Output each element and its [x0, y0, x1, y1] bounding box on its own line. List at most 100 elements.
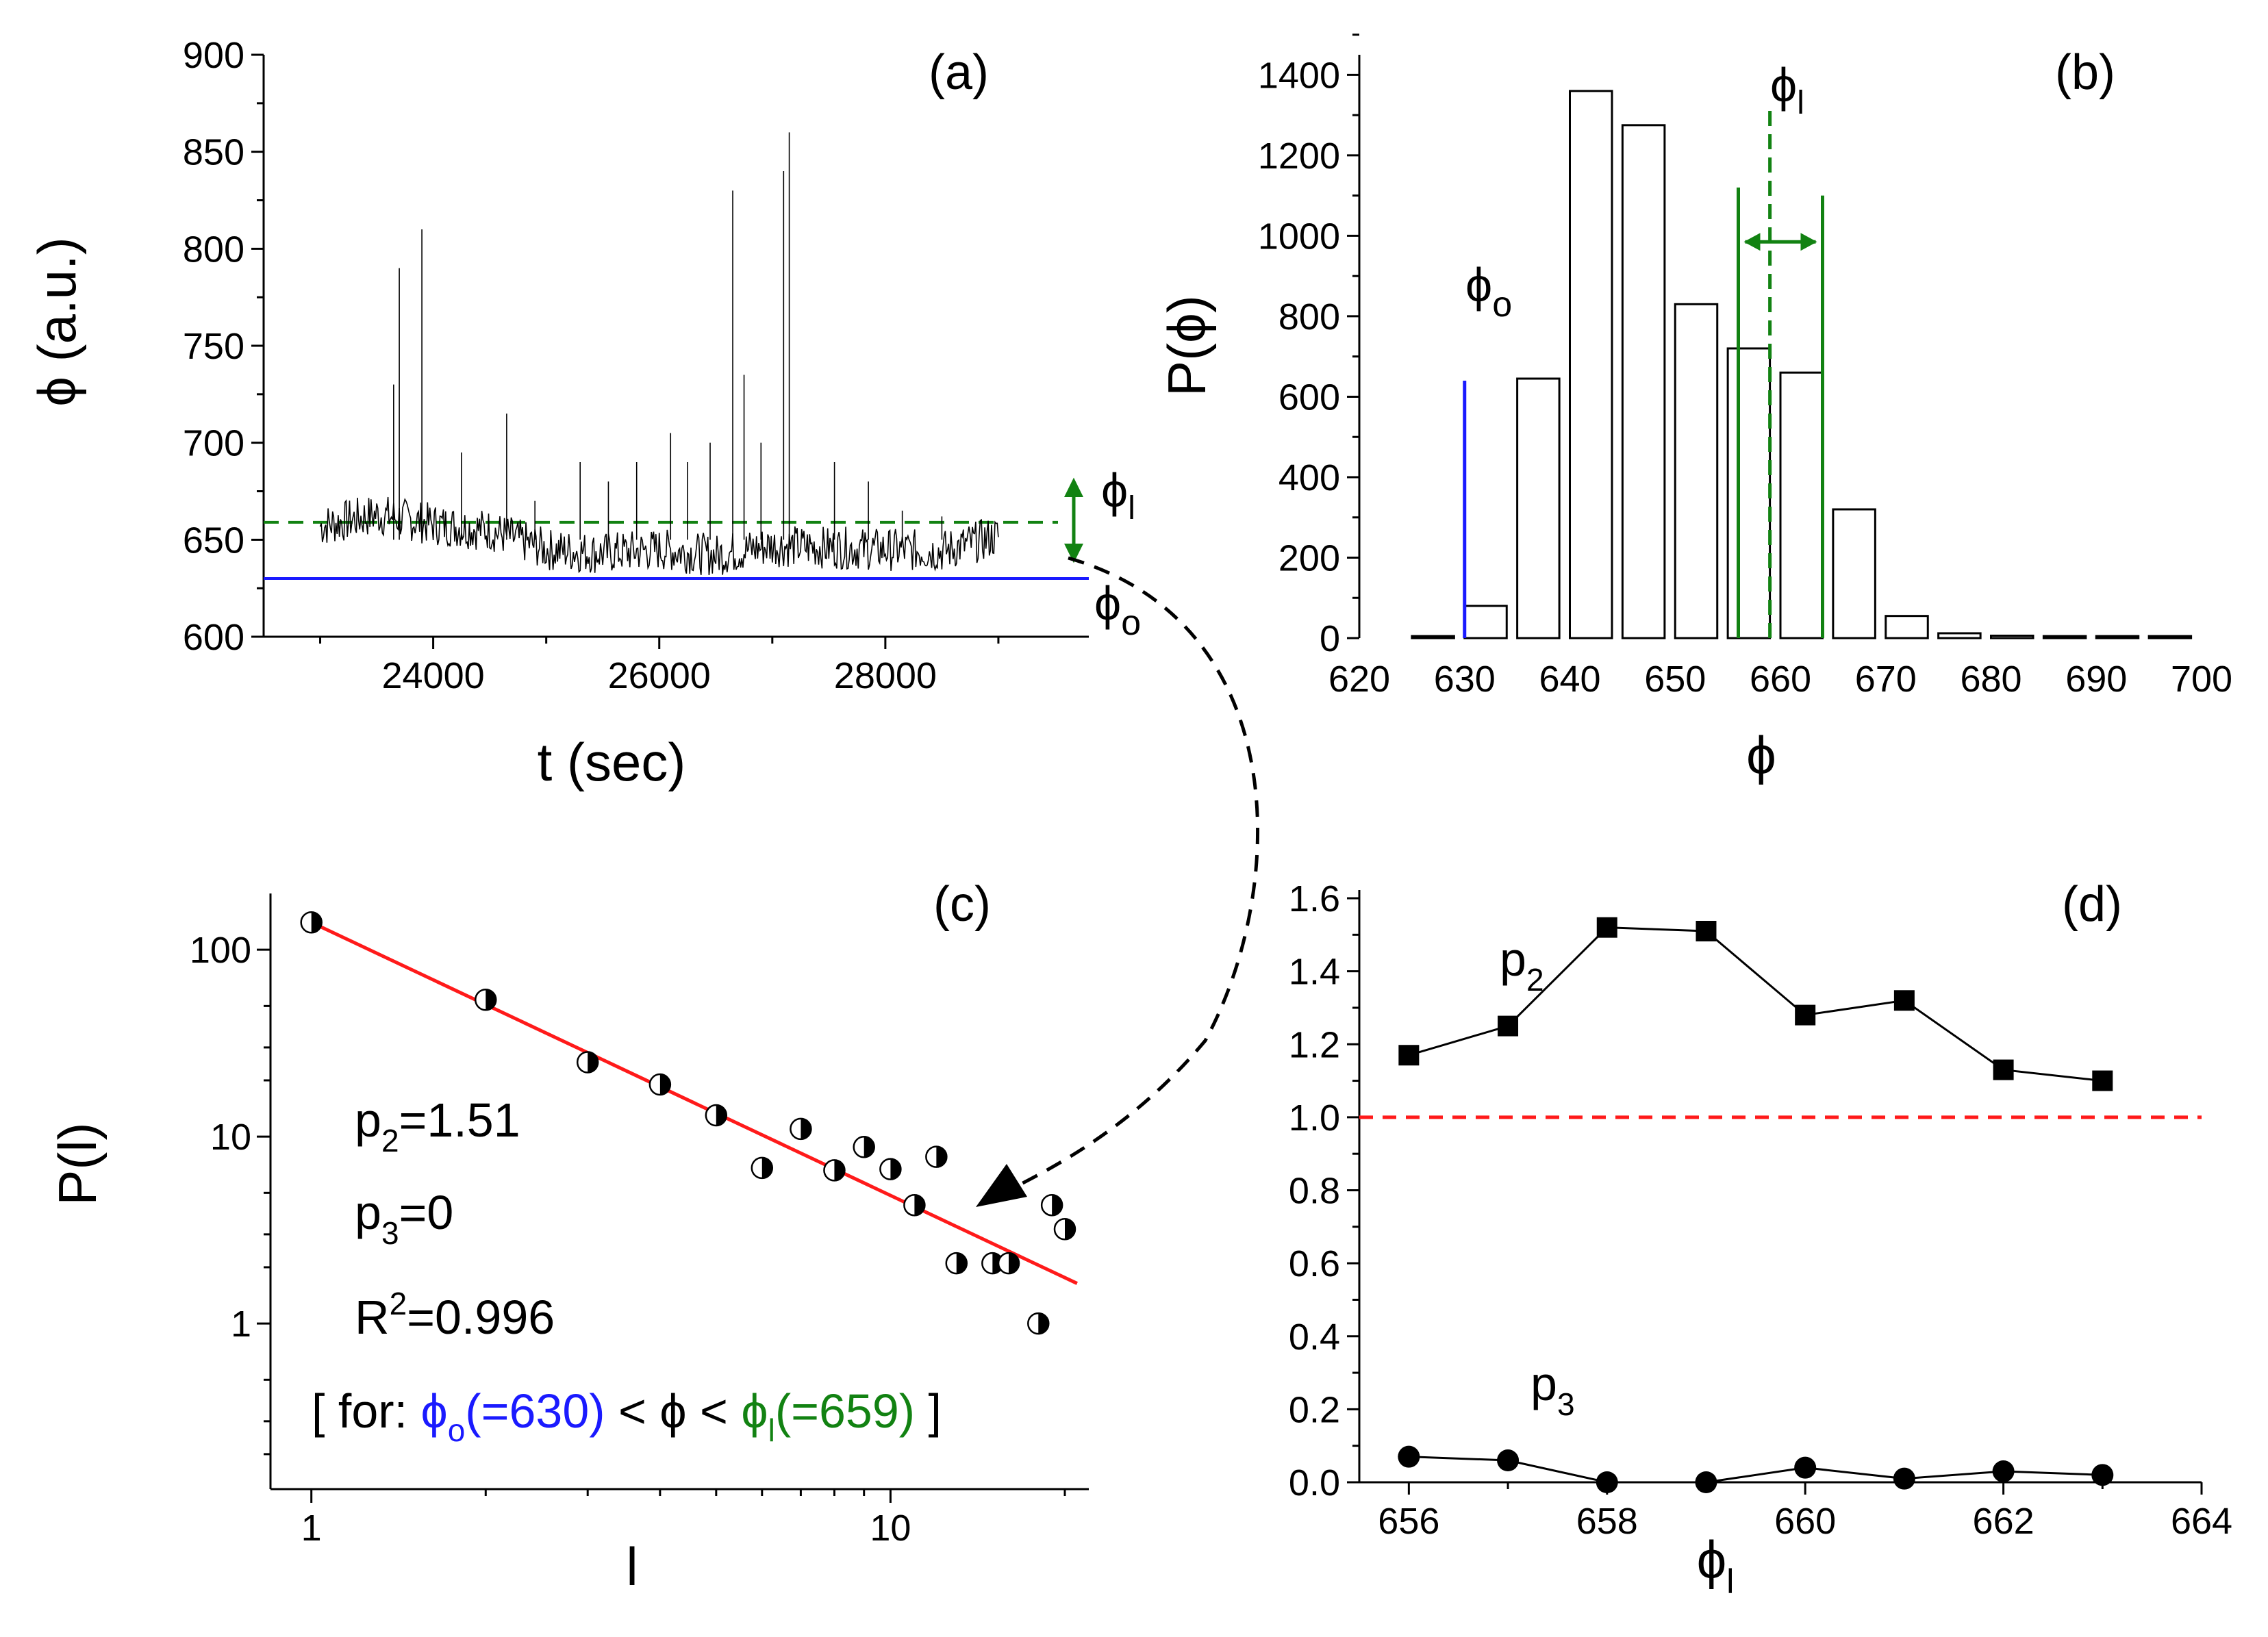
text-part: ϕ: [420, 1384, 447, 1438]
point-half: [1052, 1195, 1063, 1216]
panel-b-bar: [1463, 605, 1508, 639]
panel-c-ylabel: P(l): [47, 1122, 108, 1205]
panel-a-ytick-label: 800: [183, 229, 244, 270]
panel-d-p2-label: p2: [1500, 932, 1544, 998]
panel-d-xtick-label: 664: [2171, 1501, 2232, 1542]
panel-a-ytick-label: 850: [183, 132, 244, 173]
panel-b-bar: [1990, 634, 2034, 639]
phi-sub: o: [1492, 285, 1512, 325]
text-part: R: [355, 1291, 390, 1344]
panel-c-ytick-label: 10: [210, 1117, 251, 1158]
panel-d-p3-point: [1695, 1471, 1717, 1493]
panel-d-p3-point: [2091, 1464, 2114, 1486]
panel-c-point: [1053, 1217, 1076, 1241]
text-part: p: [355, 1093, 381, 1147]
panel-d-p2-point: [1993, 1059, 2014, 1080]
panel-b-bar: [2042, 635, 2087, 639]
panel-b-ylabel: P(ϕ): [1157, 295, 1217, 396]
panel-c-point: [853, 1136, 875, 1158]
panel-c-xtick-label: 10: [870, 1508, 911, 1549]
panel-d-ytick-label: 0.0: [1289, 1462, 1340, 1503]
text-part: =0.996: [407, 1291, 555, 1344]
panel-b-xtick-label: 700: [2171, 659, 2232, 700]
point-half: [761, 1157, 772, 1178]
panel-c-point: [945, 1252, 968, 1275]
panel-a-ytick-label: 900: [183, 35, 244, 76]
panel-b-xtick-label: 690: [2065, 659, 2127, 700]
text-part: p: [1500, 932, 1526, 986]
panel-d-ytick-label: 0.8: [1289, 1171, 1340, 1212]
panel-d-ytick-label: 1.6: [1289, 878, 1340, 919]
panel-b-bar: [1411, 635, 1455, 639]
panel-b-bar: [1516, 377, 1561, 639]
panel-b-bar: [1569, 90, 1613, 639]
text-part: p: [1530, 1357, 1557, 1410]
panel-b-ytick-label: 600: [1278, 377, 1340, 418]
panel-a-ylabel: ϕ (a.u.): [27, 237, 87, 406]
panel-b-bar: [1674, 303, 1719, 639]
panel-b-arrowhead-right: [1800, 233, 1817, 251]
text-part: l: [1726, 1562, 1734, 1601]
panel-c-point: [475, 988, 497, 1011]
text-part: ]: [915, 1384, 942, 1438]
panel-b-xtick-label: 620: [1328, 659, 1390, 700]
phi-symbol: ϕ: [1465, 258, 1492, 312]
panel-b-bar: [1885, 615, 1929, 639]
panel-d-tag: (d): [2062, 877, 2122, 932]
panel-c-ytick-label: 100: [190, 930, 251, 971]
point-half: [1064, 1219, 1075, 1240]
panel-d-p3-point: [1497, 1449, 1520, 1472]
text-part: (=659): [775, 1384, 915, 1438]
panel-a-tag: (a): [929, 45, 989, 100]
panel-a-xtick-label: 28000: [834, 655, 937, 696]
panel-d-ytick-label: 1.2: [1289, 1024, 1340, 1065]
panel-a-xlabel: t (sec): [538, 732, 686, 792]
panel-d-xtick-label: 662: [1973, 1501, 2034, 1542]
panel-b-phi-l-label: ϕl: [1770, 58, 1804, 121]
panel-c-point: [300, 911, 323, 934]
text-part: p: [355, 1186, 381, 1239]
panel-b-ytick-label: 1000: [1258, 216, 1340, 257]
phi-symbol: ϕ: [1101, 464, 1128, 517]
panel-b-xtick-label: 640: [1539, 659, 1600, 700]
panel-c-point: [823, 1159, 846, 1182]
panel-c-p3-text: p3=0: [355, 1186, 453, 1251]
phi-sub: o: [1121, 603, 1141, 643]
panel-d-ytick-label: 0.4: [1289, 1317, 1340, 1358]
phi-symbol: ϕ: [1770, 58, 1797, 112]
text-part: [ for:: [312, 1384, 420, 1438]
panel-d-p2-point: [1795, 1004, 1816, 1026]
panel-d-ytick-label: 0.2: [1289, 1389, 1340, 1430]
connector-arrow: [1005, 556, 1259, 1193]
text-part: 3: [1557, 1386, 1575, 1422]
text-part: o: [448, 1412, 466, 1448]
panel-d-p2-point: [1398, 1045, 1420, 1066]
panel-b-bar: [1937, 632, 1982, 639]
panel-d-p2-point: [1498, 1015, 1519, 1037]
panel-d-p2-point: [1893, 990, 1915, 1011]
panel-d-p3-label: p3: [1530, 1357, 1575, 1422]
panel-d-p3-point: [1398, 1445, 1420, 1468]
text-part: 2: [1526, 962, 1544, 998]
point-half: [936, 1146, 947, 1167]
panel-b-xtick-label: 670: [1855, 659, 1917, 700]
panel-c-fit-line: [310, 921, 1078, 1285]
text-part: ϕ: [1697, 1530, 1727, 1590]
panel-c-r2-text: R2=0.996: [355, 1286, 555, 1344]
panel-c-condition-text: [ for: ϕo(=630) < ϕ < ϕl(=659) ]: [312, 1384, 942, 1448]
point-half: [588, 1052, 598, 1073]
panel-d-p3-point: [1992, 1460, 2015, 1483]
panel-c-ytick-label: 1: [231, 1304, 251, 1345]
panel-b-bar: [2095, 635, 2140, 639]
panel-a-ytick-label: 650: [183, 520, 244, 561]
point-half: [716, 1105, 727, 1126]
panel-c-point: [903, 1193, 926, 1217]
panel-c-point: [751, 1156, 774, 1180]
text-part: < ϕ <: [605, 1384, 742, 1438]
text-part: 3: [381, 1215, 399, 1251]
phi-sub: l: [1128, 490, 1135, 526]
panel-b-bar: [1726, 347, 1772, 639]
panel-d-p2-line: [1408, 926, 2103, 1082]
panel-c-xtick-label: 1: [301, 1508, 322, 1549]
point-half: [659, 1074, 670, 1095]
